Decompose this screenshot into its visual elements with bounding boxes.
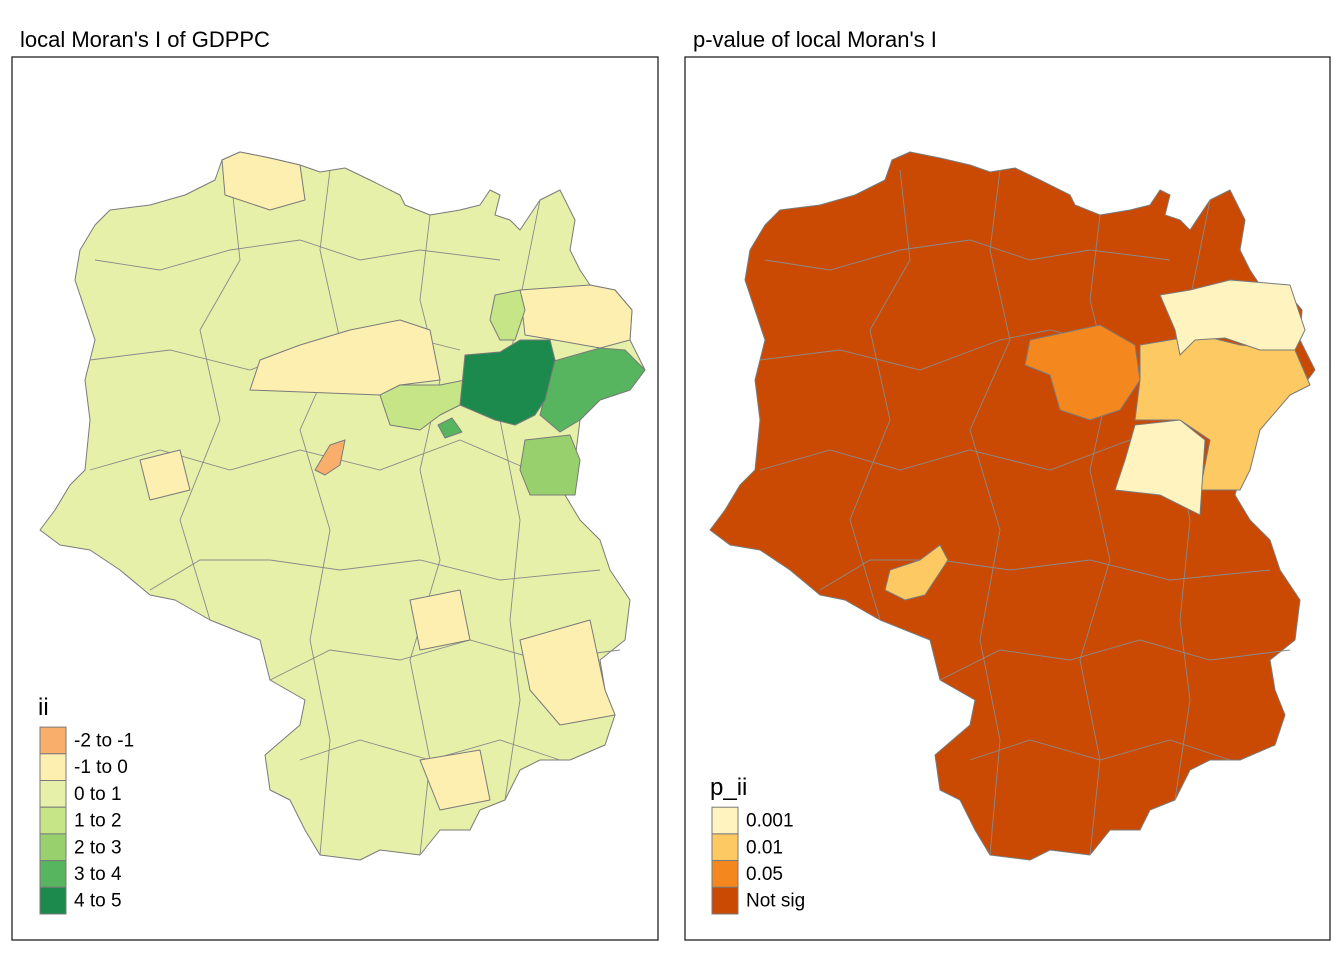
region	[1159, 279, 1306, 356]
region	[1024, 324, 1141, 421]
legend-swatch	[39, 833, 67, 862]
legend-label: Not sig	[746, 891, 805, 912]
region-border	[299, 169, 341, 856]
legend-swatch	[711, 806, 739, 835]
legend-swatch	[39, 780, 67, 808]
region	[709, 151, 1316, 861]
legend-label: 0.001	[746, 811, 794, 832]
region-border	[819, 559, 1271, 591]
legend-label: 0.01	[746, 837, 783, 858]
region-border	[764, 239, 1171, 271]
region	[1114, 419, 1206, 516]
legend-label: 3 to 4	[74, 864, 122, 885]
region	[409, 589, 471, 651]
map	[39, 151, 646, 861]
legend-swatch	[39, 886, 67, 915]
legend: p_ii 0.001 0.01 0.05 Not sig	[710, 774, 805, 915]
region-border	[409, 214, 441, 856]
legend-swatch	[711, 833, 739, 862]
region	[519, 434, 581, 496]
legend-title: ii	[38, 694, 49, 721]
region	[314, 439, 346, 476]
region-border	[94, 239, 501, 271]
legend-swatch	[39, 806, 67, 835]
region	[519, 284, 633, 349]
region	[489, 289, 526, 341]
legend-label: 2 to 3	[74, 837, 122, 858]
region-border	[89, 439, 531, 471]
region-border	[849, 169, 911, 621]
region	[139, 449, 191, 501]
legend-label: 4 to 5	[74, 891, 122, 912]
legend-label: 0.05	[746, 864, 783, 885]
region-border	[939, 639, 1291, 681]
legend-swatch	[711, 860, 739, 888]
map-frame	[684, 56, 1331, 941]
legend-label: 1 to 2	[74, 811, 122, 832]
region	[221, 151, 306, 211]
map	[709, 151, 1316, 861]
legend-label: -2 to -1	[74, 730, 134, 751]
region-border	[759, 439, 1201, 471]
legend-swatch	[711, 886, 739, 915]
legend-label: 0 to 1	[74, 784, 122, 805]
legend-title: p_ii	[710, 774, 747, 801]
map-title: p-value of local Moran's I	[693, 27, 937, 52]
region-border	[149, 559, 601, 591]
region	[39, 151, 646, 861]
legend-swatch	[39, 753, 67, 781]
region	[539, 347, 646, 433]
region-border	[179, 169, 241, 621]
map-frame	[11, 56, 659, 941]
region-border	[969, 169, 1011, 856]
legend-label: -1 to 0	[74, 757, 128, 778]
legend: ii -2 to -1 -1 to 0 0 to 1 1 to 2 2 to 3 3 to …	[38, 694, 134, 915]
region	[884, 544, 949, 601]
region-border	[1079, 214, 1111, 856]
region	[419, 749, 491, 811]
region	[519, 619, 616, 726]
region	[459, 339, 556, 426]
legend-swatch	[39, 726, 67, 755]
region	[437, 417, 463, 439]
map-title: local Moran's I of GDPPC	[20, 27, 270, 52]
legend-swatch	[39, 860, 67, 888]
